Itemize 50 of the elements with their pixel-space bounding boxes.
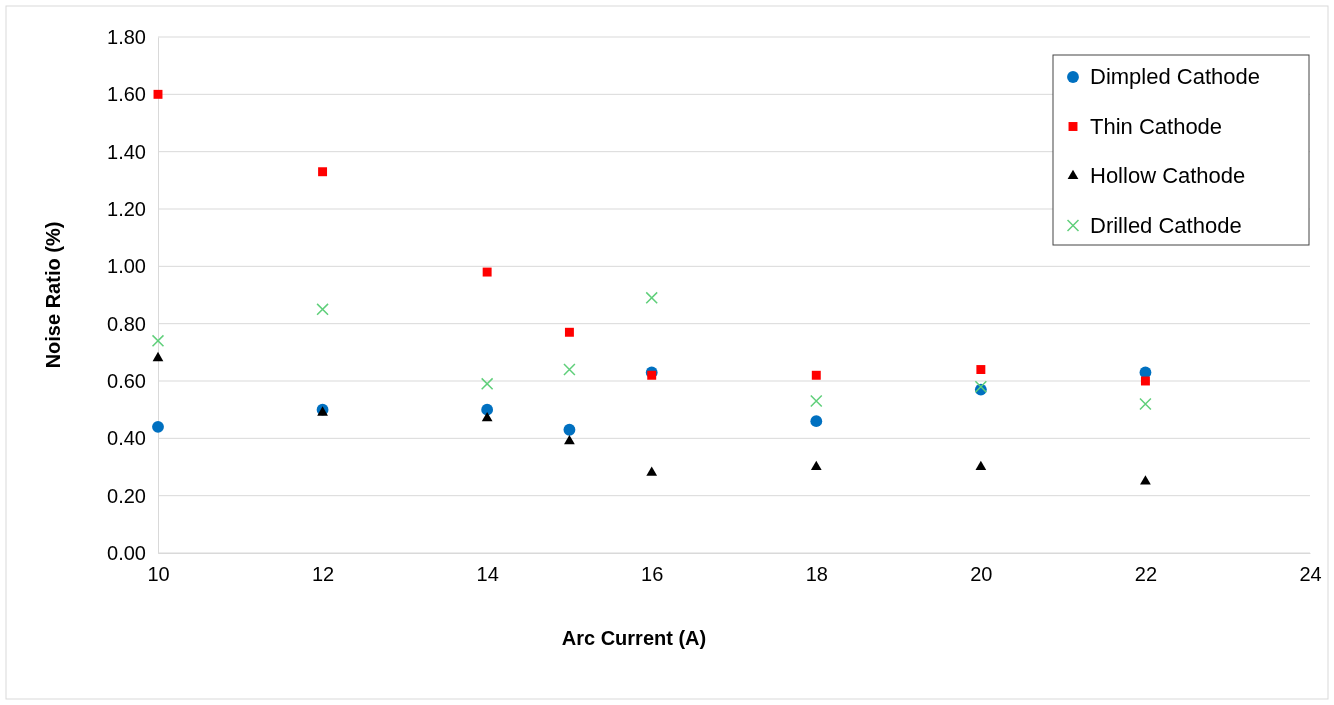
point <box>810 460 822 471</box>
x-tick-label: 16 <box>641 563 664 586</box>
point <box>480 377 494 391</box>
point <box>1139 397 1152 411</box>
point <box>811 370 821 380</box>
y-tick-label: 0.40 <box>107 427 146 450</box>
point <box>316 303 329 316</box>
y-tick-label: 1.00 <box>107 255 146 278</box>
point <box>810 415 823 428</box>
point <box>481 403 494 416</box>
y-tick-label: 1.80 <box>107 25 146 48</box>
x-tick-label: 14 <box>476 563 499 586</box>
point <box>563 363 576 376</box>
y-tick-label: 1.60 <box>107 83 146 106</box>
x-tick-label: 10 <box>147 563 170 586</box>
point <box>976 365 986 375</box>
x-tick-label: 18 <box>805 563 828 586</box>
point <box>1140 475 1151 485</box>
point <box>564 327 574 337</box>
x-axis-title: Arc Current (A) <box>561 627 707 649</box>
point <box>152 351 164 362</box>
y-tick-label: 0.60 <box>107 369 146 392</box>
point <box>482 267 492 277</box>
y-tick-label: 0.20 <box>107 484 146 507</box>
point <box>646 466 658 476</box>
x-tick-label: 24 <box>1299 563 1322 586</box>
x-tick-label: 20 <box>970 563 993 586</box>
x-tick-label: 12 <box>311 563 335 586</box>
legend-label: Dimpled Cathode <box>1090 64 1260 89</box>
y-tick-label: 0.00 <box>107 541 146 564</box>
point <box>810 394 823 408</box>
y-tick-label: 0.80 <box>107 312 146 335</box>
y-axis-title: Noise Ratio (%) <box>42 221 64 369</box>
legend-label: Drilled Cathode <box>1090 212 1242 238</box>
y-tick-label: 1.20 <box>107 197 146 220</box>
y-tick-label: 1.40 <box>107 140 146 163</box>
point <box>153 89 163 99</box>
point <box>647 370 657 380</box>
point <box>564 435 575 445</box>
legend-label: Thin Cathode <box>1090 113 1223 139</box>
legend-label: Hollow Cathode <box>1090 163 1246 188</box>
point <box>645 291 658 305</box>
x-tick-label: 22 <box>1134 563 1158 586</box>
point <box>975 460 987 471</box>
point <box>563 423 576 436</box>
point <box>151 334 165 348</box>
point <box>1140 376 1150 386</box>
point <box>481 412 493 422</box>
point <box>152 420 164 433</box>
point <box>318 167 328 177</box>
